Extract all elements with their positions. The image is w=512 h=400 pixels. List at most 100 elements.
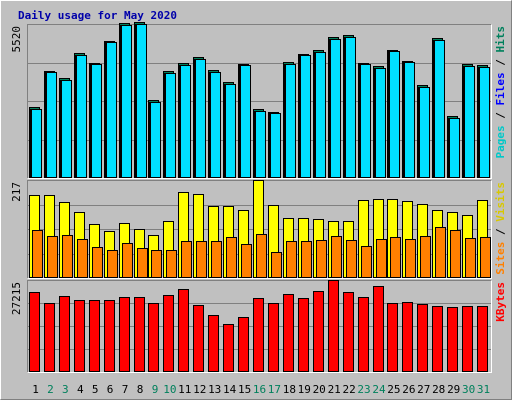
bar-kbytes <box>328 280 339 372</box>
legend-separator: / <box>494 222 507 242</box>
x-tick-label: 21 <box>328 383 341 396</box>
bar-pages <box>270 113 281 178</box>
bar-pages <box>300 55 311 178</box>
bar-pages <box>61 80 72 178</box>
legend-separator: / <box>494 53 507 73</box>
x-tick-label: 29 <box>447 383 460 396</box>
bar-pages <box>375 68 386 178</box>
bar-pages <box>210 72 221 178</box>
bar-pages <box>195 59 206 178</box>
bar-kbytes <box>238 317 249 372</box>
bar-kbytes <box>373 286 384 372</box>
series-legend: Sites / Visits <box>494 182 507 275</box>
bar-sites <box>32 230 43 278</box>
bar-kbytes <box>134 297 145 372</box>
bar-pages <box>464 66 475 178</box>
x-tick-label: 26 <box>402 383 415 396</box>
panel-border-highlight <box>27 180 492 279</box>
bar-kbytes <box>59 296 70 372</box>
x-tick-label: 2 <box>47 383 54 396</box>
bar-sites <box>480 237 491 278</box>
bar-kbytes <box>343 292 354 372</box>
bar-sites <box>465 238 476 278</box>
bar-kbytes <box>447 307 458 372</box>
bar-sites <box>92 247 103 278</box>
panel-border-highlight <box>27 24 492 179</box>
x-tick-label: 12 <box>193 383 206 396</box>
bar-sites <box>137 248 148 278</box>
bar-sites <box>211 241 222 278</box>
bar-sites <box>435 227 446 278</box>
legend-entry: Sites <box>494 242 507 275</box>
bar-sites <box>301 241 312 278</box>
bar-kbytes <box>253 298 264 372</box>
legend-entry: KBytes <box>494 282 507 322</box>
bar-kbytes <box>358 297 369 372</box>
bar-sites <box>226 237 237 278</box>
bar-sites <box>241 244 252 278</box>
bar-kbytes <box>178 289 189 372</box>
bar-pages <box>404 62 415 178</box>
x-tick-label: 5 <box>92 383 99 396</box>
bar-sites <box>316 240 327 278</box>
bar-sites <box>122 243 133 278</box>
x-tick-label: 22 <box>342 383 355 396</box>
legend-separator: / <box>494 106 507 126</box>
bar-pages <box>255 111 266 178</box>
bar-sites <box>151 250 162 278</box>
x-tick-label: 25 <box>387 383 400 396</box>
bar-pages <box>240 65 251 178</box>
hits-panel: 5520 Pages / Files / Hits <box>10 22 507 179</box>
bar-kbytes <box>44 303 55 372</box>
x-tick-label: 4 <box>77 383 84 396</box>
x-tick-label: 30 <box>462 383 475 396</box>
x-tick-label: 27 <box>417 383 430 396</box>
kbytes-panel: 27215 KBytes <box>10 280 507 373</box>
legend-entry: Files <box>494 72 507 105</box>
bar-kbytes <box>313 291 324 372</box>
bar-sites <box>77 239 88 278</box>
bar-kbytes <box>387 303 398 372</box>
x-tick-label: 13 <box>208 383 221 396</box>
x-tick-label: 20 <box>313 383 326 396</box>
bar-sites <box>166 250 177 278</box>
x-tick-label: 23 <box>357 383 370 396</box>
panel-border-shadow <box>27 180 492 279</box>
bar-sites <box>107 250 118 278</box>
bar-kbytes <box>104 300 115 372</box>
bar-kbytes <box>193 305 204 372</box>
bar-kbytes <box>298 298 309 372</box>
bar-pages <box>91 64 102 178</box>
series-legend: KBytes <box>494 282 507 322</box>
bar-sites <box>271 252 282 278</box>
bar-pages <box>479 67 490 178</box>
bar-kbytes <box>208 315 219 372</box>
legend-entry: Visits <box>494 182 507 222</box>
bar-sites <box>256 234 267 278</box>
bar-pages <box>330 39 341 178</box>
bar-kbytes <box>74 300 85 372</box>
chart-title: Daily usage for May 2020 <box>18 9 177 22</box>
x-tick-label: 14 <box>223 383 237 396</box>
x-tick-label: 6 <box>107 383 114 396</box>
bar-pages <box>345 37 356 178</box>
bar-kbytes <box>432 306 443 372</box>
bar-sites <box>47 236 58 278</box>
bar-kbytes <box>163 295 174 372</box>
bar-kbytes <box>119 297 130 372</box>
x-tick-label: 24 <box>372 383 386 396</box>
bar-sites <box>196 241 207 278</box>
legend-entry: Hits <box>494 26 507 53</box>
bar-pages <box>46 72 57 178</box>
bar-kbytes <box>477 306 488 372</box>
bar-sites <box>376 239 387 278</box>
bar-pages <box>150 102 161 178</box>
bar-kbytes <box>268 303 279 372</box>
x-tick-label: 17 <box>268 383 281 396</box>
bar-sites <box>361 246 372 278</box>
x-tick-label: 9 <box>152 383 159 396</box>
panel-border-highlight <box>27 280 492 373</box>
